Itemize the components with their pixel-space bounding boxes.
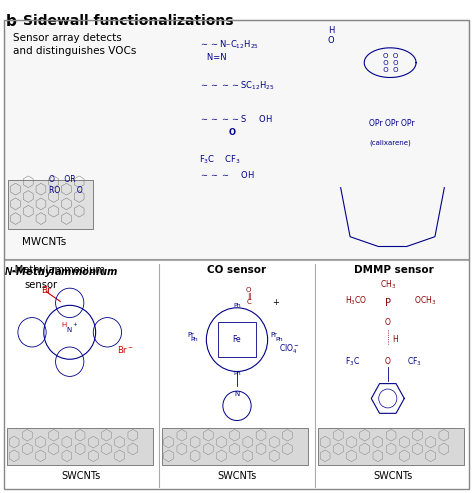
Text: DMMP sensor: DMMP sensor: [354, 265, 433, 275]
Text: CF$_3$: CF$_3$: [407, 355, 421, 368]
Text: Pr: Pr: [188, 332, 194, 338]
Text: F$_3$C: F$_3$C: [346, 355, 360, 368]
Text: N: N: [234, 391, 240, 397]
Text: Ph: Ph: [191, 337, 199, 342]
Text: SWCNTs: SWCNTs: [374, 471, 413, 481]
Text: H$_3$CO: H$_3$CO: [346, 294, 368, 307]
Text: H: H: [392, 335, 398, 344]
Text: Ph: Ph: [233, 371, 241, 377]
Text: Br: Br: [41, 286, 51, 295]
Text: +: +: [72, 322, 77, 327]
Text: H: H: [62, 322, 67, 328]
Text: (calixarene): (calixarene): [369, 140, 410, 146]
Text: F$_3$C    CF$_3$
$\sim\sim\sim$    OH: F$_3$C CF$_3$ $\sim\sim\sim$ OH: [199, 153, 255, 179]
Text: CO sensor: CO sensor: [208, 265, 266, 275]
Bar: [318, 428, 464, 464]
Text: SWCNTs: SWCNTs: [218, 471, 256, 481]
Text: $N$-Methylammonium: $N$-Methylammonium: [4, 265, 118, 279]
Text: O    OR
RO       O: O OR RO O: [48, 176, 82, 195]
Bar: [162, 428, 308, 464]
Text: OPr OPr OPr: OPr OPr OPr: [369, 119, 415, 128]
Text: Ph: Ph: [233, 303, 241, 308]
Text: OCH$_3$: OCH$_3$: [414, 294, 436, 307]
Text: H
O: H O: [328, 26, 335, 45]
Text: +: +: [273, 298, 279, 307]
Bar: [9, 180, 93, 229]
Text: O: O: [385, 357, 391, 366]
FancyBboxPatch shape: [4, 20, 469, 259]
Text: -Methylammonium: -Methylammonium: [12, 265, 106, 275]
Text: ClO$_4^-$: ClO$_4^-$: [279, 343, 300, 356]
Text: Fe: Fe: [233, 335, 241, 344]
Text: Pr: Pr: [270, 332, 277, 338]
Text: P: P: [385, 298, 391, 308]
Text: $\sim\sim\sim\sim$SC$_{12}$H$_{25}$: $\sim\sim\sim\sim$SC$_{12}$H$_{25}$: [199, 80, 275, 92]
Text: $\sim\sim$N–C$_{12}$H$_{25}$
   N=N: $\sim\sim$N–C$_{12}$H$_{25}$ N=N: [199, 38, 259, 62]
Text: MWCNTs: MWCNTs: [22, 237, 66, 246]
Text: N: N: [66, 327, 72, 333]
Text: Sensor array detects
and distinguishes VOCs: Sensor array detects and distinguishes V…: [13, 33, 137, 57]
Text: $N$: $N$: [4, 265, 13, 277]
Text: $\sim\sim\sim\sim$S     OH
           $\bf{O}$: $\sim\sim\sim\sim$S OH $\bf{O}$: [199, 113, 273, 138]
Bar: [7, 428, 153, 464]
Text: sensor: sensor: [25, 280, 58, 290]
Text: O
‖
C: O ‖ C: [246, 287, 252, 305]
Text: O  O
 O  O
 O  O: O O O O O O: [382, 53, 399, 72]
Text: SWCNTs: SWCNTs: [61, 471, 100, 481]
Text: Br$^-$: Br$^-$: [117, 344, 134, 355]
Text: O: O: [385, 317, 391, 326]
Text: b: b: [6, 14, 17, 29]
Text: Sidewall functionalizations: Sidewall functionalizations: [23, 14, 233, 28]
Text: CH$_3$: CH$_3$: [380, 278, 396, 290]
Text: Ph: Ph: [275, 337, 283, 342]
